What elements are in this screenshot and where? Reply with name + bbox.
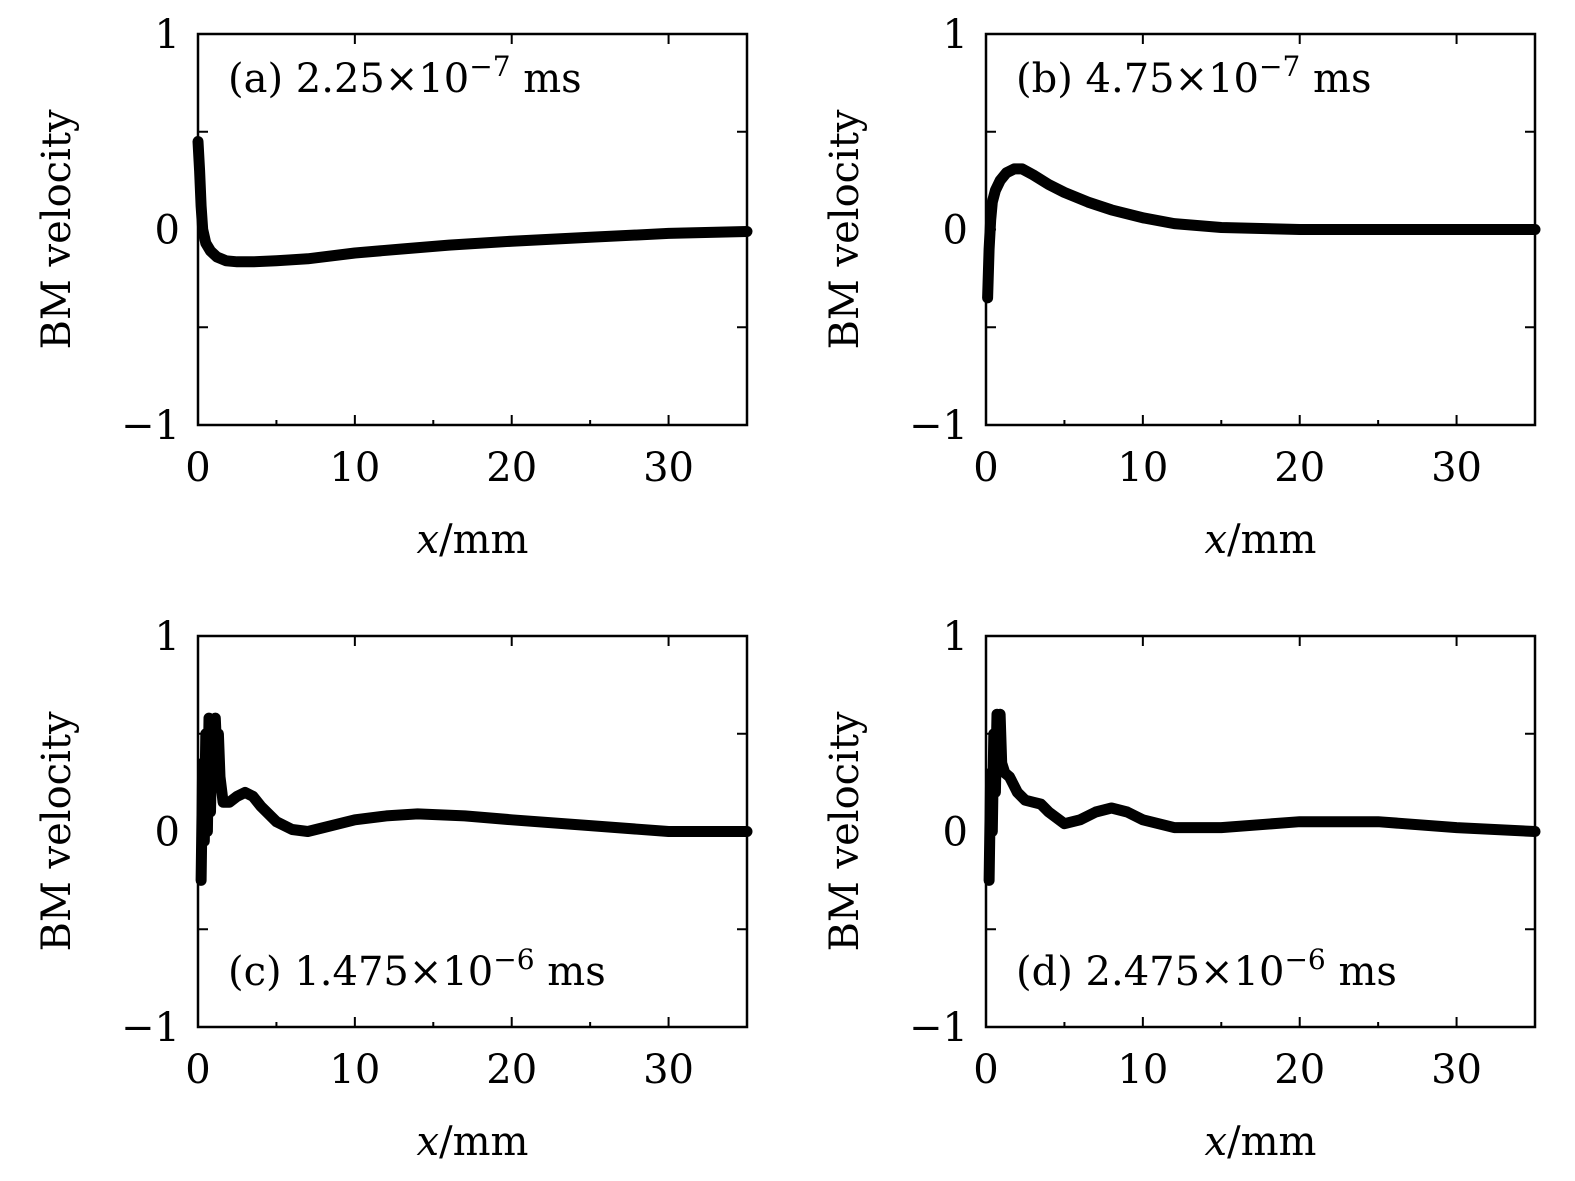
x-tick-label: 20: [486, 445, 537, 491]
x-tick-label: 30: [1431, 445, 1482, 491]
x-tick-label: 0: [185, 1047, 210, 1093]
y-tick-label: −1: [121, 403, 180, 449]
x-tick-label: 10: [1117, 1047, 1168, 1093]
x-tick-label: 20: [1274, 1047, 1325, 1093]
y-tick-label: 0: [155, 208, 180, 254]
y-axis-label: BM velocity: [822, 109, 868, 349]
x-tick-label: 0: [973, 1047, 998, 1093]
y-tick-label: 0: [943, 208, 968, 254]
x-axis-label: x/mm: [417, 1119, 529, 1165]
y-axis-label: BM velocity: [34, 711, 80, 951]
velocity-curve: [192, 136, 753, 268]
y-tick-label: 1: [943, 614, 968, 660]
x-axis-label: x/mm: [1205, 1119, 1317, 1165]
panel-annotation: (c) 1.475×10−6 ms: [228, 943, 606, 995]
panel-annotation: (a) 2.25×10−7 ms: [228, 50, 582, 102]
x-tick-label: 10: [1117, 445, 1168, 491]
x-tick-label: 0: [185, 445, 210, 491]
panel-annotation: (d) 2.475×10−6 ms: [1016, 943, 1397, 995]
y-tick-label: 0: [943, 810, 968, 856]
y-tick-label: 1: [943, 12, 968, 58]
velocity-curve: [983, 708, 1541, 886]
y-axis-label: BM velocity: [822, 711, 868, 951]
y-tick-label: 1: [155, 12, 180, 58]
x-tick-label: 0: [973, 445, 998, 491]
y-tick-label: 0: [155, 810, 180, 856]
y-tick-label: −1: [121, 1005, 180, 1051]
x-axis-label: x/mm: [417, 517, 529, 563]
x-tick-label: 10: [329, 445, 380, 491]
x-tick-label: 20: [1274, 445, 1325, 491]
x-axis-label: x/mm: [1205, 517, 1317, 563]
y-tick-label: 1: [155, 614, 180, 660]
y-axis-label: BM velocity: [34, 109, 80, 349]
x-tick-label: 30: [643, 1047, 694, 1093]
velocity-curve: [982, 163, 1541, 304]
panel-annotation: (b) 4.75×10−7 ms: [1016, 50, 1371, 102]
x-tick-label: 20: [486, 1047, 537, 1093]
x-tick-label: 30: [643, 445, 694, 491]
y-tick-label: −1: [909, 1005, 968, 1051]
y-tick-label: −1: [909, 403, 968, 449]
x-tick-label: 10: [329, 1047, 380, 1093]
x-tick-label: 30: [1431, 1047, 1482, 1093]
velocity-curve: [195, 712, 753, 886]
